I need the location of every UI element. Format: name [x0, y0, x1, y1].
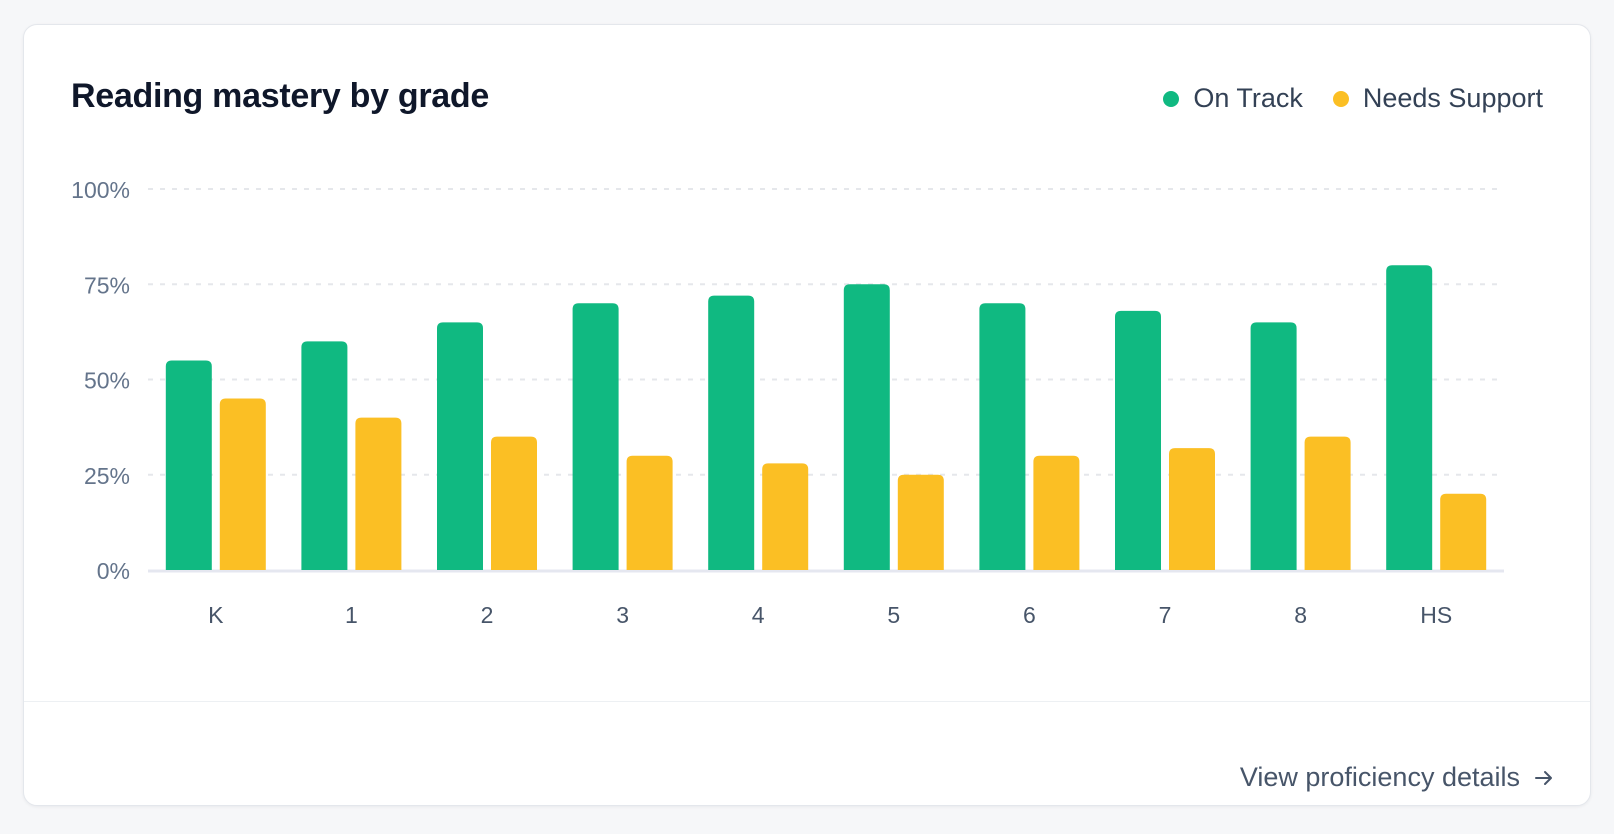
- legend-label: Needs Support: [1362, 83, 1543, 113]
- bar-on-track: [1386, 265, 1433, 570]
- bar-on-track: [437, 322, 483, 570]
- x-tick-label: 2: [481, 602, 494, 628]
- y-tick-label: 75%: [84, 272, 130, 298]
- y-tick-label: 50%: [84, 368, 130, 394]
- x-tick-label: 7: [1159, 602, 1172, 628]
- y-tick-label: 25%: [84, 463, 130, 489]
- bar-chart: 0% 25% 50% 75% 100% K 1 2 3 4 5 6 7 8 HS: [71, 177, 1504, 628]
- bar-needs-support: [626, 455, 673, 570]
- bar-on-track: [843, 284, 890, 570]
- y-tick-label: 0%: [97, 558, 130, 584]
- y-tick-label: 100%: [71, 177, 130, 203]
- bar-needs-support: [491, 436, 537, 570]
- x-tick-label: K: [208, 602, 224, 628]
- legend-item-needs-support: Needs Support: [1332, 83, 1543, 114]
- bar-needs-support: [762, 463, 809, 570]
- legend-item-on-track: On Track: [1163, 83, 1303, 114]
- bar-on-track: [1250, 322, 1297, 570]
- bar-on-track: [979, 303, 1026, 570]
- bar-needs-support: [355, 417, 402, 570]
- arrow-right-icon: [1535, 770, 1552, 785]
- card-title: Reading mastery by grade: [71, 77, 489, 115]
- x-tick-label: HS: [1420, 602, 1452, 628]
- bar-needs-support: [897, 474, 944, 570]
- x-tick-label: 8: [1294, 602, 1307, 628]
- x-tick-label: 3: [616, 602, 629, 628]
- bar-needs-support: [1033, 455, 1080, 570]
- x-tick-label: 1: [345, 602, 358, 628]
- view-proficiency-details-link[interactable]: View proficiency details: [1240, 762, 1556, 793]
- card-divider: [24, 701, 1590, 702]
- bar-needs-support: [1169, 448, 1215, 570]
- x-tick-label: 6: [1023, 602, 1036, 628]
- bar-on-track: [572, 303, 619, 570]
- x-tick-label: 4: [752, 602, 765, 628]
- bar-needs-support: [1440, 493, 1487, 570]
- legend-dot-icon: [1163, 90, 1180, 107]
- chart-legend: On Track Needs Support: [1163, 83, 1543, 114]
- bar-needs-support: [1304, 436, 1351, 570]
- x-tick-label: 5: [887, 602, 900, 628]
- reading-mastery-card: Reading mastery by grade On Track Needs …: [23, 24, 1591, 806]
- bar-needs-support: [219, 398, 266, 570]
- bar-on-track: [708, 295, 755, 570]
- link-label: View proficiency details: [1239, 762, 1520, 792]
- bar-on-track: [165, 360, 212, 570]
- legend-dot-icon: [1332, 90, 1349, 107]
- bar-on-track: [1115, 310, 1161, 570]
- bar-on-track: [301, 341, 348, 570]
- legend-label: On Track: [1193, 83, 1303, 113]
